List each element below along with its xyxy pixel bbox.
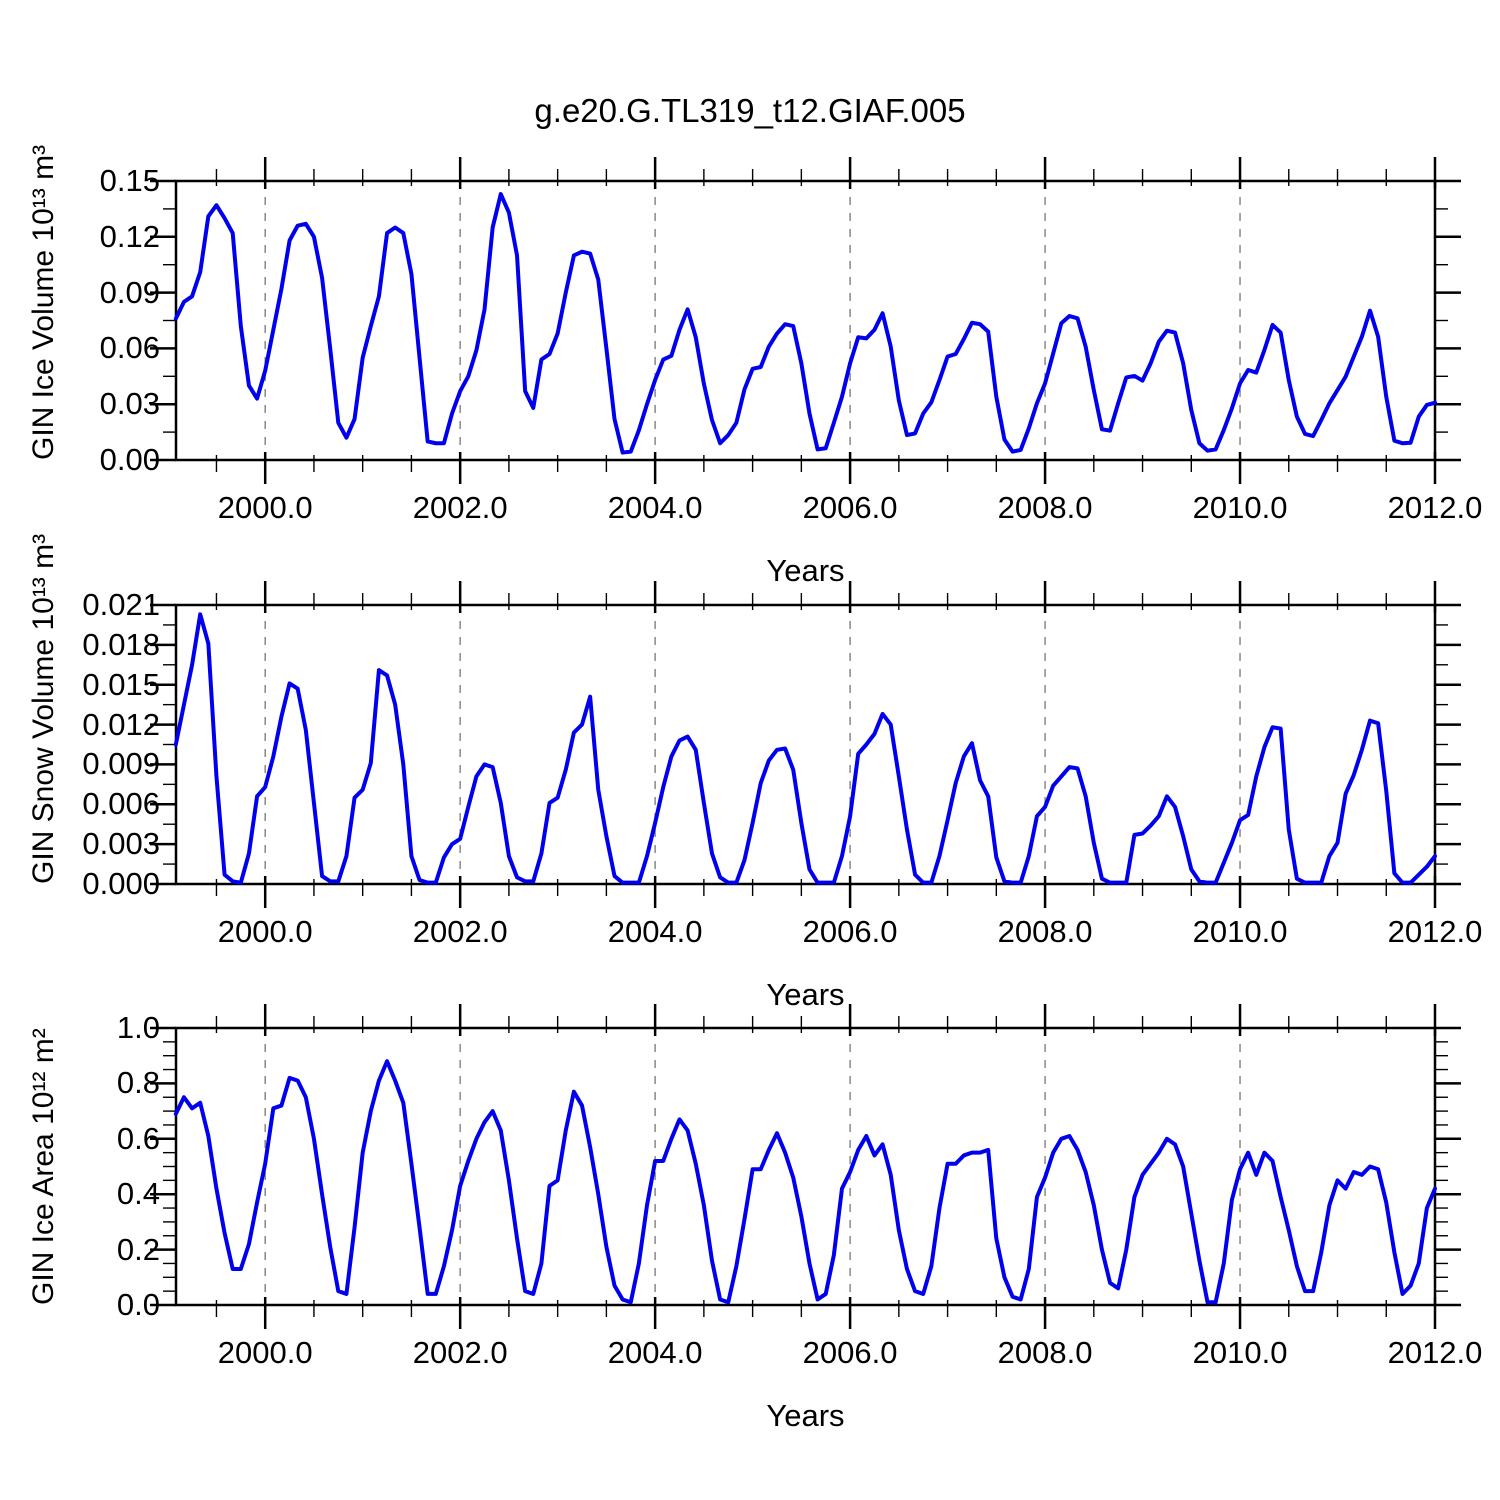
panel-1 bbox=[150, 157, 1461, 484]
x-tick-label: 2006.0 bbox=[802, 490, 898, 525]
x-tick-label: 2002.0 bbox=[412, 1335, 508, 1370]
y-tick-label: 0.006 bbox=[82, 786, 160, 822]
y-tick-label: 0.021 bbox=[82, 587, 160, 622]
x-tick-label: 2004.0 bbox=[607, 1335, 703, 1370]
y-tick-label: 0.015 bbox=[82, 666, 160, 702]
x-tick-label: 2006.0 bbox=[802, 914, 898, 949]
y-tick-label: 0.018 bbox=[82, 626, 160, 662]
series-line bbox=[173, 1059, 1437, 1305]
y-tick-label: 0.03 bbox=[99, 386, 160, 422]
y-tick-label: 0.12 bbox=[99, 218, 160, 254]
x-tick-label: 2012.0 bbox=[1387, 1335, 1483, 1370]
x-tick-label: 2000.0 bbox=[217, 490, 313, 525]
x-tick-label: 2000.0 bbox=[217, 1335, 313, 1370]
plot-frame bbox=[174, 179, 1437, 462]
x-axis-title-1: Years bbox=[766, 553, 845, 588]
y-tick-label: 0.003 bbox=[82, 826, 160, 862]
x-tick-label: 2010.0 bbox=[1192, 914, 1288, 949]
x-tick-label: 2006.0 bbox=[802, 1335, 898, 1370]
x-tick-label: 2010.0 bbox=[1192, 1335, 1288, 1370]
y-tick-label: 0.4 bbox=[116, 1176, 160, 1212]
x-tick-label: 2002.0 bbox=[412, 914, 508, 949]
x-tick-label: 2000.0 bbox=[217, 914, 313, 949]
y-tick-label: 0.00 bbox=[99, 442, 160, 477]
figure-title: g.e20.G.TL319_t12.GIAF.005 bbox=[534, 92, 966, 129]
x-tick-label: 2008.0 bbox=[997, 490, 1093, 525]
x-tick-label: 2012.0 bbox=[1387, 914, 1483, 949]
y-tick-label: 0.2 bbox=[116, 1231, 160, 1267]
series-line bbox=[173, 192, 1437, 455]
x-tick-label: 2008.0 bbox=[997, 914, 1093, 949]
y-tick-label: 0.06 bbox=[99, 330, 160, 366]
x-tick-label: 2008.0 bbox=[997, 1335, 1093, 1370]
x-tick-label: 2010.0 bbox=[1192, 490, 1288, 525]
x-tick-label: 2004.0 bbox=[607, 490, 703, 525]
panel-2 bbox=[150, 581, 1461, 908]
y-tick-label: 0.012 bbox=[82, 706, 160, 742]
y-tick-label: 0.000 bbox=[82, 866, 160, 901]
x-axis-title-3: Years bbox=[766, 1398, 845, 1433]
series-line bbox=[173, 612, 1437, 885]
y-tick-label: 0.8 bbox=[116, 1065, 160, 1101]
x-axis-title-2: Years bbox=[766, 977, 845, 1012]
x-tick-label: 2002.0 bbox=[412, 490, 508, 525]
y-tick-label: 0.0 bbox=[116, 1287, 160, 1322]
plot-frame bbox=[174, 1026, 1437, 1307]
y-tick-label: 0.009 bbox=[82, 746, 160, 782]
y-tick-label: 1.0 bbox=[116, 1010, 160, 1045]
x-tick-label: 2004.0 bbox=[607, 914, 703, 949]
panel-3 bbox=[150, 1004, 1461, 1329]
x-tick-label: 2012.0 bbox=[1387, 490, 1483, 525]
y-tick-label: 0.15 bbox=[99, 163, 160, 198]
y-tick-label: 0.09 bbox=[99, 274, 160, 310]
y-tick-label: 0.6 bbox=[116, 1120, 160, 1156]
